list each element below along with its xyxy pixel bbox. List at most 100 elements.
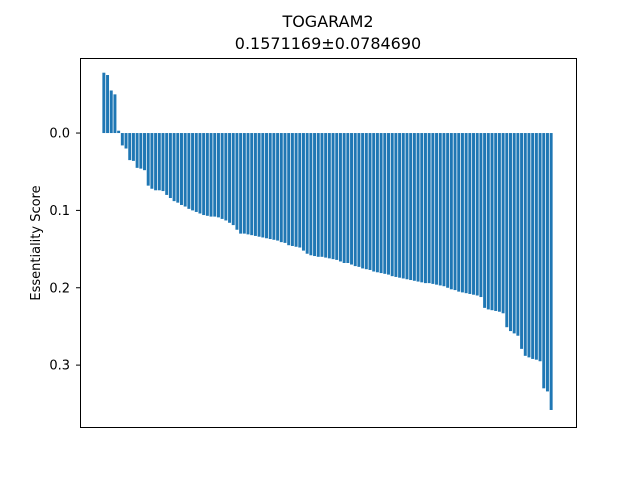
bar — [538, 133, 542, 362]
bar — [120, 133, 124, 146]
bar — [534, 133, 538, 360]
bar — [460, 133, 464, 293]
bar — [449, 133, 453, 290]
bar — [357, 133, 361, 267]
bar — [505, 133, 509, 328]
bar — [346, 133, 350, 263]
bar — [106, 75, 110, 134]
bar — [501, 133, 505, 314]
bar — [390, 133, 394, 277]
bar — [146, 133, 150, 186]
bar — [483, 133, 487, 308]
bar — [235, 133, 239, 230]
bar — [401, 133, 405, 279]
bar — [372, 133, 376, 272]
bar — [165, 133, 169, 195]
bar — [139, 133, 143, 169]
bar — [157, 133, 161, 191]
bar — [457, 133, 461, 292]
bar — [464, 133, 468, 294]
bar — [542, 133, 546, 389]
bar — [320, 133, 324, 257]
bar — [405, 133, 409, 280]
bar — [276, 133, 280, 241]
bar — [531, 133, 535, 359]
bar — [327, 133, 331, 259]
bar — [453, 133, 457, 291]
bar — [109, 90, 113, 134]
bar — [361, 133, 365, 269]
bar — [128, 133, 132, 161]
bar — [509, 133, 512, 332]
bar — [353, 133, 357, 267]
bar — [309, 133, 313, 256]
bar — [313, 133, 317, 257]
bar — [305, 133, 309, 254]
bar — [468, 133, 472, 294]
bar — [209, 133, 213, 217]
bar — [143, 133, 146, 171]
bar — [194, 133, 198, 212]
bar — [279, 133, 283, 243]
bar — [268, 133, 272, 240]
bar — [113, 94, 117, 134]
bar — [216, 133, 220, 218]
bar — [213, 133, 217, 217]
bar — [102, 72, 106, 134]
y-axis-label: Essentiality Score — [29, 185, 44, 300]
bar — [117, 130, 121, 134]
bar — [338, 133, 342, 262]
bar — [231, 133, 235, 226]
bar — [316, 133, 320, 257]
bar — [154, 133, 158, 191]
bar — [180, 133, 183, 205]
y-tick-label: 0.3 — [49, 359, 70, 374]
bar — [549, 133, 553, 410]
bar — [161, 133, 165, 192]
bar — [283, 133, 287, 243]
bar — [490, 133, 494, 311]
bar — [475, 133, 479, 296]
bar — [272, 133, 276, 240]
bar — [250, 133, 254, 236]
bar — [257, 133, 261, 237]
bar — [516, 133, 520, 336]
bar — [479, 133, 483, 298]
bar — [379, 133, 383, 274]
bar — [202, 133, 206, 216]
bar — [409, 133, 413, 281]
bar — [324, 133, 328, 258]
bar-group — [102, 72, 553, 410]
bar — [383, 133, 387, 274]
bar — [187, 133, 191, 209]
bar — [335, 133, 339, 260]
bar — [387, 133, 390, 275]
chart-title: TOGARAM2 — [281, 12, 373, 31]
bar — [183, 133, 187, 207]
bar — [364, 133, 368, 270]
bar — [375, 133, 379, 273]
y-tick-label: 0.2 — [49, 281, 70, 296]
bar — [135, 133, 139, 168]
bar — [412, 133, 416, 281]
bar — [446, 133, 450, 288]
bar — [150, 133, 154, 189]
bar — [427, 133, 431, 284]
y-axis-ticks: 0.0 0.1 0.2 0.3 — [49, 127, 80, 374]
bar — [368, 133, 372, 270]
bar — [265, 133, 268, 239]
bar — [435, 133, 439, 285]
bar — [290, 133, 294, 246]
bar — [398, 133, 402, 278]
bar — [253, 133, 257, 236]
bar — [168, 133, 172, 199]
bar — [523, 133, 527, 356]
bar — [527, 133, 531, 358]
bar — [423, 133, 427, 284]
plot-frame — [80, 58, 577, 428]
bar — [205, 133, 209, 216]
bar — [520, 133, 524, 349]
bar — [220, 133, 224, 219]
bar — [294, 133, 298, 247]
